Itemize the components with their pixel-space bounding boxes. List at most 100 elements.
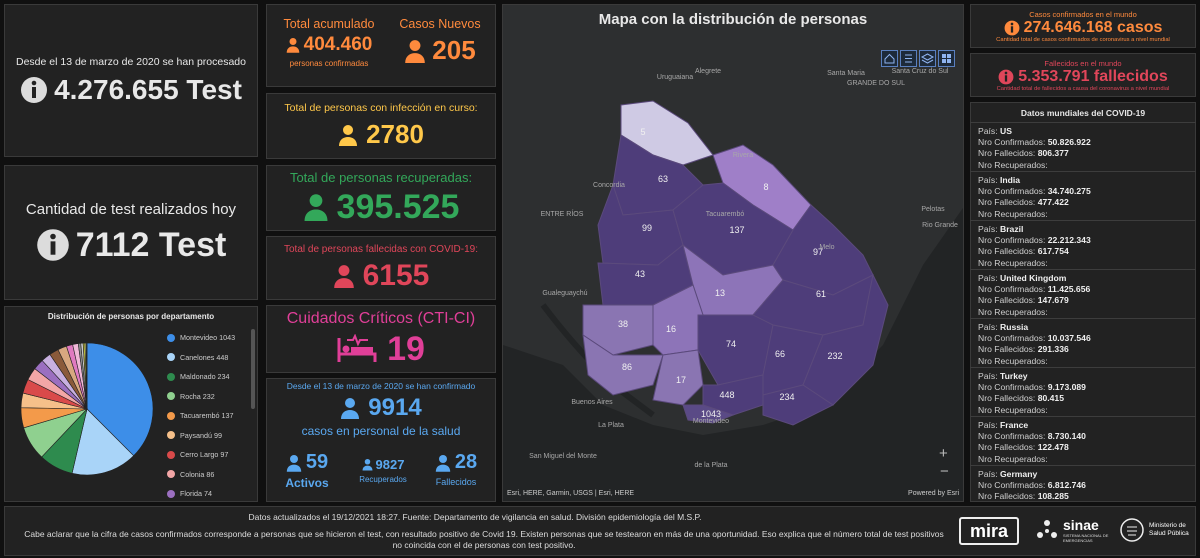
dept-san-jose[interactable] [652,349,704,406]
pie-slice-canelones[interactable] [71,408,135,476]
dept-value-label: 137 [729,225,744,235]
map-panel[interactable]: Mapa con la distribución de personas [502,4,964,502]
active-value: 2780 [366,119,424,149]
pie-slice-artigas[interactable] [85,342,88,410]
recovered-value: 395.525 [336,187,460,226]
powered-by[interactable]: Powered by Esri [908,490,959,497]
zoom-out-button[interactable]: − [940,463,949,480]
dept-florida[interactable] [697,314,774,386]
tests-today-label: Cantidad de test realizados hoy [25,200,237,218]
dept-colonia[interactable] [582,333,664,396]
country-item[interactable]: País: India Nro Confirmados: 34.740.275 Nr… [970,171,1196,220]
country-field: Nro Fallecidos: 108.285 [978,491,1069,500]
legend-label: Colonia 86 [180,469,215,479]
dept-value-label: 13 [715,288,725,298]
place-label: San Miguel del Monte [529,453,597,460]
dept-value-label: 5 [640,127,645,137]
country-field: Nro Confirmados: 8.730.140 [978,431,1086,442]
pie-slice-montevideo[interactable] [86,342,154,457]
place-label: Alegrete [695,68,721,75]
map-canvas[interactable]: 5 63 8 99 137 97 43 13 61 38 16 74 66 232 86 17 448 234 10… [503,5,964,502]
accumulated-value: 404.460 [303,34,373,55]
new-cases-value: 205 [432,35,476,65]
recovered-label: Total de personas recuperadas: [289,169,473,185]
country-field: Nro Confirmados: 50.826.922 [978,137,1091,148]
place-label: Pelotas [921,206,945,213]
dept-montevideo[interactable] [682,404,735,424]
mira-logo: mira [959,517,1019,545]
legend-label: Maldonado 234 [180,372,230,381]
country-field: País: Germany [978,469,1038,479]
country-field: Nro Confirmados: 6.812.746 [978,480,1086,491]
legend-item[interactable]: Florida 74 [167,489,212,498]
legend-swatch [167,392,175,400]
dept-maldonado[interactable] [762,384,834,426]
dept-value-label: 63 [658,174,668,184]
country-item[interactable]: País: Germany Nro Confirmados: 6.812.746 N… [970,465,1196,500]
legend-item[interactable]: Maldonado 234 [167,372,230,381]
legend-item[interactable]: Canelones 448 [167,353,228,362]
msp-logo: Ministerio de Salud Pública [1119,517,1191,543]
country-field: País: US [978,126,1012,136]
layers-button[interactable] [919,50,936,67]
country-item[interactable]: País: Russia Nro Confirmados: 10.037.546 N… [970,318,1196,367]
zoom-in-button[interactable]: + [939,445,948,462]
country-item[interactable]: País: Brazil Nro Confirmados: 22.212.343 N… [970,220,1196,269]
world-deaths-label: Fallecidos en el mundo [1044,58,1122,68]
legend-item[interactable]: Tacuarembó 137 [167,411,234,420]
dept-value-label: 74 [726,339,736,349]
country-field: País: Brazil [978,224,1024,234]
water-area [503,207,963,501]
place-label: Buenos Aires [571,399,613,406]
legend-item[interactable]: Paysandú 99 [167,431,222,440]
dept-value-label: 97 [813,247,823,257]
info-icon [998,69,1014,84]
country-field: Nro Recuperados: [978,453,1048,464]
deaths-label: Total de personas fallecidas con COVID-1… [284,243,478,255]
legend-item[interactable]: Montevideo 1043 [167,333,235,342]
country-field: Nro Fallecidos: 291.336 [978,344,1069,355]
legend-scrollbar[interactable] [251,329,255,409]
health-staff-value: 9914 [368,394,422,421]
staff-active-value: 59 [305,451,329,473]
legend-label: Canelones 448 [180,352,229,362]
dept-value-label: 99 [642,223,652,233]
dept-value-label: 234 [779,392,794,402]
recovered-panel: Total de personas recuperadas: 395.525 [266,165,496,231]
country-item[interactable]: País: United Kingdom Nro Confirmados: 11.… [970,269,1196,318]
critical-label: Cuidados Críticos (CTI-CI) [286,309,476,327]
country-field: Nro Recuperados: [978,159,1048,170]
country-item[interactable]: País: France Nro Confirmados: 8.730.140 Nr… [970,416,1196,465]
country-field: Nro Recuperados: [978,404,1048,415]
legend-item[interactable]: Cerro Largo 97 [167,450,228,459]
dept-value-label: 8 [763,182,768,192]
dept-value-label: 16 [666,324,676,334]
country-field: País: India [978,175,1021,185]
world-list-title: Datos mundiales del COVID-19 [1020,108,1146,118]
info-icon [21,76,48,103]
list-icon [905,54,912,63]
hospital-bed-icon [337,334,377,362]
country-field: Nro Fallecidos: 122.478 [978,442,1069,453]
dept-value-label: 38 [618,319,628,329]
legend-label: Tacuarembó 137 [180,411,234,420]
legend-item[interactable]: Rocha 232 [167,392,215,401]
country-field: País: Turkey [978,371,1028,381]
country-item[interactable]: País: Turkey Nro Confirmados: 9.173.089 Nr… [970,367,1196,416]
sinae-logo-text: sinae [1063,517,1099,533]
legend-swatch [167,333,175,342]
staff-recovered-label: Recuperados [359,475,407,484]
sinae-logo-sub: SISTEMA NACIONAL DE EMERGENCIAS [1063,533,1109,543]
world-deaths-sub: Cantidad total de fallecidos a causa del… [996,85,1170,92]
country-item[interactable]: País: US Nro Confirmados: 50.826.922 Nro F… [970,122,1196,171]
legend-item[interactable]: Colonia 86 [167,470,214,479]
legend-button[interactable] [900,50,917,67]
world-list[interactable]: País: US Nro Confirmados: 50.826.922 Nro F… [970,122,1196,500]
map-attribution: Esri, HERE, Garmin, USGS | Esri, HERE [507,490,635,497]
basemap-button[interactable] [938,50,955,67]
home-button[interactable] [881,50,898,67]
person-icon [362,459,372,471]
health-staff-label: casos en personal de la salud [301,424,461,438]
tests-total-value: 4.276.655 Test [54,73,242,105]
pie-chart [20,342,154,476]
